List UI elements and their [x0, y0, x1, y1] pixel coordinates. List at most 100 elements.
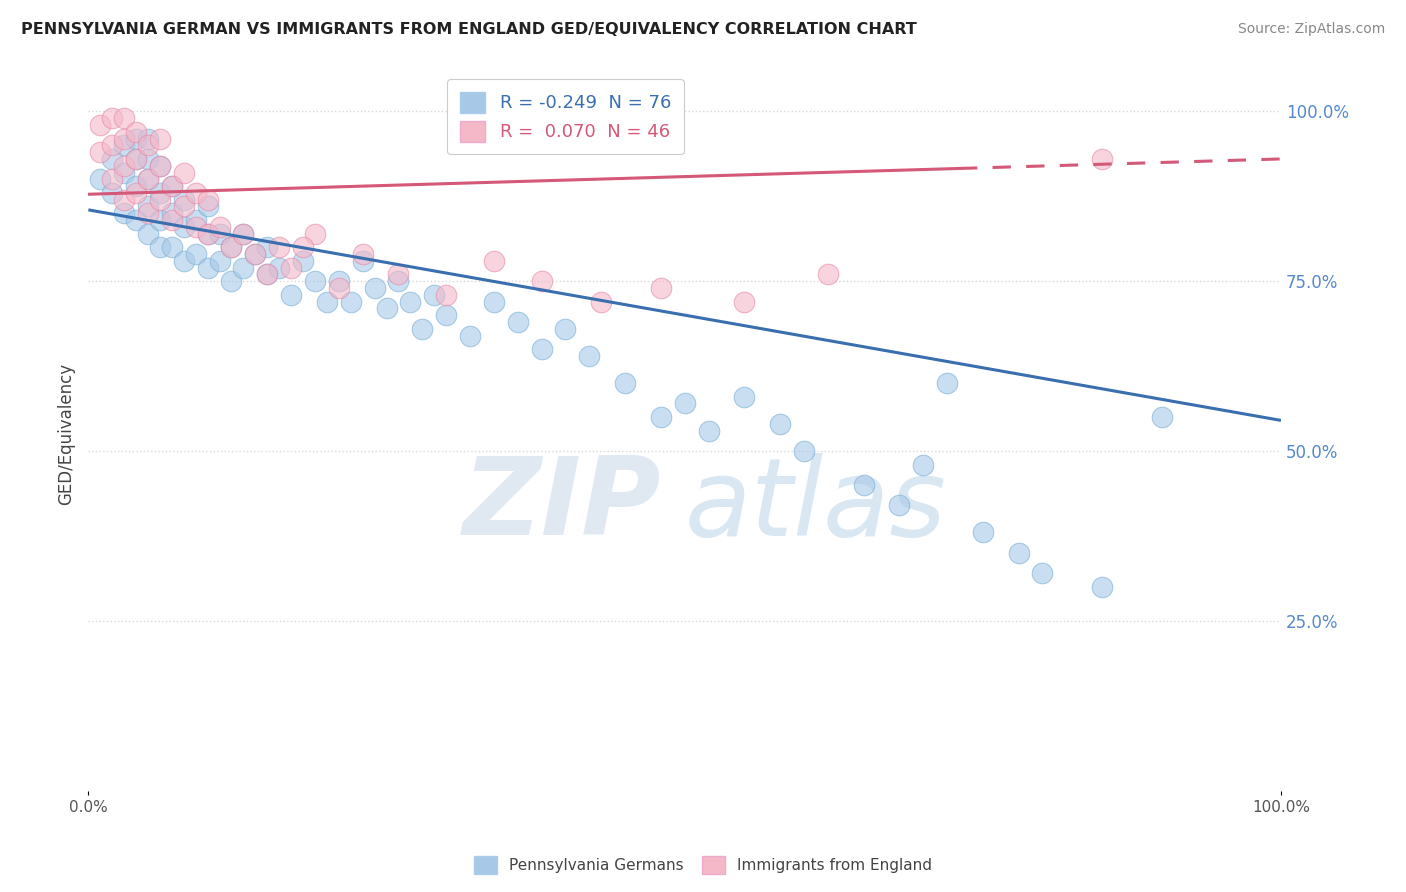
Point — [173, 219, 195, 234]
Point — [208, 219, 231, 234]
Point — [221, 240, 243, 254]
Point — [136, 131, 159, 145]
Point — [936, 376, 959, 390]
Point — [889, 498, 911, 512]
Point — [733, 294, 755, 309]
Point — [208, 227, 231, 241]
Point — [328, 281, 350, 295]
Point — [136, 172, 159, 186]
Point — [136, 206, 159, 220]
Point — [650, 281, 672, 295]
Point — [1091, 152, 1114, 166]
Point — [673, 396, 696, 410]
Point — [530, 342, 553, 356]
Point — [125, 186, 148, 200]
Point — [269, 240, 291, 254]
Point — [173, 165, 195, 179]
Point — [112, 165, 135, 179]
Point — [280, 287, 302, 301]
Point — [363, 281, 385, 295]
Point — [1007, 546, 1029, 560]
Point — [101, 152, 124, 166]
Point — [173, 199, 195, 213]
Y-axis label: GED/Equivalency: GED/Equivalency — [58, 363, 75, 505]
Point — [89, 118, 111, 132]
Text: ZIP: ZIP — [463, 452, 661, 558]
Point — [315, 294, 337, 309]
Point — [292, 240, 315, 254]
Point — [136, 152, 159, 166]
Point — [697, 424, 720, 438]
Point — [434, 308, 457, 322]
Point — [339, 294, 361, 309]
Point — [434, 287, 457, 301]
Point — [614, 376, 637, 390]
Point — [149, 159, 172, 173]
Point — [89, 172, 111, 186]
Point — [149, 240, 172, 254]
Point — [184, 213, 207, 227]
Point — [482, 253, 505, 268]
Point — [387, 268, 409, 282]
Point — [149, 131, 172, 145]
Point — [136, 199, 159, 213]
Point — [112, 206, 135, 220]
Point — [136, 227, 159, 241]
Point — [482, 294, 505, 309]
Point — [125, 213, 148, 227]
Point — [173, 253, 195, 268]
Point — [256, 268, 278, 282]
Text: atlas: atlas — [685, 453, 946, 558]
Point — [112, 111, 135, 125]
Point — [184, 247, 207, 261]
Point — [160, 179, 183, 194]
Point — [423, 287, 446, 301]
Point — [149, 159, 172, 173]
Point — [399, 294, 422, 309]
Point — [256, 268, 278, 282]
Point — [232, 227, 254, 241]
Point — [149, 213, 172, 227]
Text: PENNSYLVANIA GERMAN VS IMMIGRANTS FROM ENGLAND GED/EQUIVALENCY CORRELATION CHART: PENNSYLVANIA GERMAN VS IMMIGRANTS FROM E… — [21, 22, 917, 37]
Point — [793, 444, 815, 458]
Point — [1031, 566, 1053, 581]
Point — [197, 227, 219, 241]
Point — [256, 240, 278, 254]
Point — [160, 213, 183, 227]
Point — [292, 253, 315, 268]
Point — [912, 458, 935, 472]
Point — [530, 274, 553, 288]
Point — [136, 138, 159, 153]
Point — [112, 138, 135, 153]
Legend: Pennsylvania Germans, Immigrants from England: Pennsylvania Germans, Immigrants from En… — [468, 850, 938, 880]
Point — [221, 274, 243, 288]
Point — [352, 247, 374, 261]
Point — [101, 186, 124, 200]
Point — [280, 260, 302, 275]
Point — [506, 315, 529, 329]
Legend: R = -0.249  N = 76, R =  0.070  N = 46: R = -0.249 N = 76, R = 0.070 N = 46 — [447, 79, 683, 154]
Point — [101, 172, 124, 186]
Point — [184, 186, 207, 200]
Point — [197, 199, 219, 213]
Text: Source: ZipAtlas.com: Source: ZipAtlas.com — [1237, 22, 1385, 37]
Point — [125, 152, 148, 166]
Point — [733, 390, 755, 404]
Point — [578, 349, 600, 363]
Point — [197, 260, 219, 275]
Point — [89, 145, 111, 160]
Point — [125, 131, 148, 145]
Point — [232, 227, 254, 241]
Point — [160, 206, 183, 220]
Point — [101, 138, 124, 153]
Point — [112, 193, 135, 207]
Point — [411, 322, 433, 336]
Point — [197, 227, 219, 241]
Point — [101, 111, 124, 125]
Point — [591, 294, 613, 309]
Point — [650, 409, 672, 424]
Point — [387, 274, 409, 288]
Point — [112, 131, 135, 145]
Point — [304, 274, 326, 288]
Point — [554, 322, 576, 336]
